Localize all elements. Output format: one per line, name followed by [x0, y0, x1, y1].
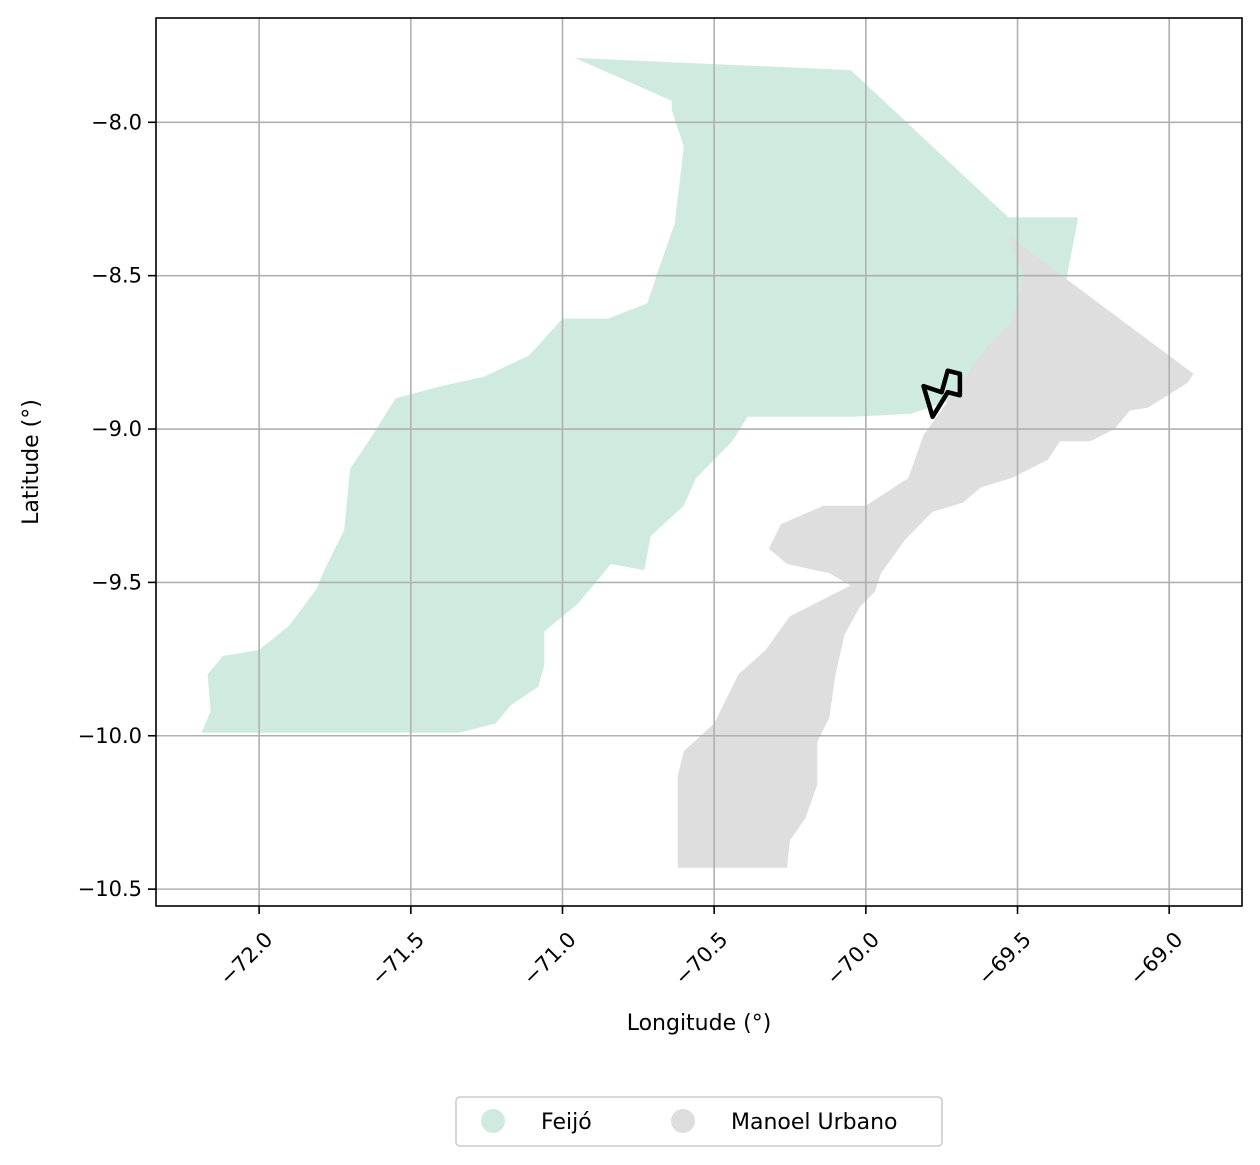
grid-layer [156, 18, 1242, 906]
y-tick-label: −10.0 [78, 724, 142, 748]
highlight-layer [921, 368, 963, 420]
regions-layer [201, 57, 1194, 868]
x-axis: −72.0 −71.5 −71.0 −70.5 −70.0 −69.5 −69.0 [215, 906, 1187, 990]
y-tick-label: −8.0 [91, 110, 142, 134]
y-tick-label: −9.0 [91, 417, 142, 441]
x-tick-label: −69.0 [1125, 927, 1187, 989]
x-tick-label: −71.5 [367, 927, 429, 989]
region-feijo [201, 57, 1079, 733]
y-axis: −8.0 −8.5 −9.0 −9.5 −10.0 −10.5 [78, 110, 156, 901]
legend-marker-manoel-urbano [671, 1109, 695, 1133]
region-manoel-urbano [677, 235, 1194, 868]
x-tick-label: −69.5 [973, 927, 1035, 989]
legend-label-manoel-urbano: Manoel Urbano [731, 1110, 898, 1135]
y-axis-title: Latitude (°) [19, 399, 44, 525]
highlight-outline [921, 368, 963, 420]
y-tick-label: −10.5 [78, 877, 142, 901]
legend-box [455, 1096, 943, 1147]
x-tick-label: −72.0 [215, 927, 277, 989]
y-tick-label: −8.5 [91, 264, 142, 288]
x-tick-label: −71.0 [518, 927, 580, 989]
y-tick-label: −9.5 [91, 570, 142, 594]
plot-frame [155, 17, 1243, 907]
x-tick-label: −70.0 [822, 927, 884, 989]
legend: Feijó Manoel Urbano [455, 1096, 943, 1147]
x-tick-label: −70.5 [670, 927, 732, 989]
x-axis-title: Longitude (°) [627, 1011, 772, 1036]
legend-marker-feijo [481, 1109, 505, 1133]
legend-label-feijo: Feijó [541, 1110, 592, 1135]
